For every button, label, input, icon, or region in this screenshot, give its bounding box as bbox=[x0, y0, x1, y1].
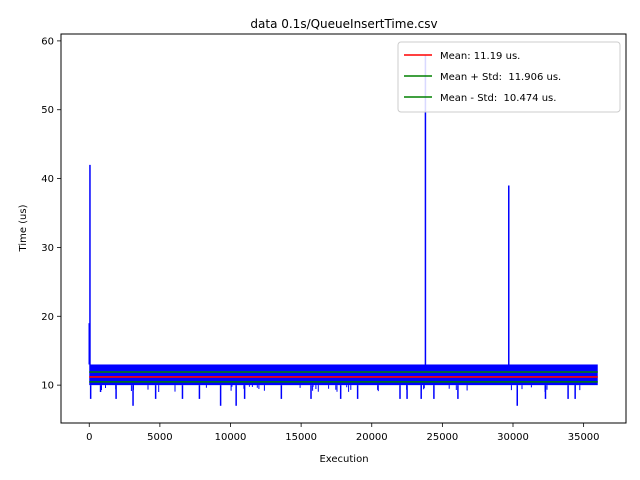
x-tick-label: 20000 bbox=[356, 432, 388, 443]
y-tick-label: 30 bbox=[41, 243, 54, 254]
x-axis-label: Execution bbox=[319, 454, 368, 465]
x-tick-label: 5000 bbox=[147, 432, 172, 443]
y-tick-label: 20 bbox=[41, 312, 54, 323]
x-tick-label: 30000 bbox=[497, 432, 529, 443]
legend-entry: Mean - Std: 10.474 us. bbox=[440, 93, 556, 104]
x-tick-label: 35000 bbox=[568, 432, 600, 443]
y-axis-label: Time (us) bbox=[18, 204, 29, 252]
y-tick-label: 60 bbox=[41, 36, 54, 47]
legend-entry: Mean: 11.19 us. bbox=[440, 51, 520, 62]
x-tick-label: 10000 bbox=[215, 432, 247, 443]
chart-title: data 0.1s/QueueInsertTime.csv bbox=[250, 17, 437, 31]
x-tick-label: 0 bbox=[86, 432, 92, 443]
x-tick-label: 15000 bbox=[285, 432, 317, 443]
mean-lines bbox=[89, 371, 598, 383]
x-tick-label: 25000 bbox=[426, 432, 458, 443]
series-main-band bbox=[89, 364, 598, 386]
legend: Mean: 11.19 us. Mean + Std: 11.906 us. Mea… bbox=[397, 41, 621, 113]
y-axis-ticks: 10 20 30 40 50 60 bbox=[41, 36, 61, 392]
legend-box bbox=[397, 41, 621, 113]
y-tick-label: 10 bbox=[41, 381, 54, 392]
series-main-noise bbox=[101, 385, 581, 392]
legend-entry: Mean + Std: 11.906 us. bbox=[440, 72, 561, 83]
y-tick-label: 40 bbox=[41, 174, 54, 185]
y-tick-label: 50 bbox=[41, 105, 54, 116]
plot-frame bbox=[60, 33, 627, 424]
x-axis-ticks: 0 5000 10000 15000 20000 25000 30000 35000 bbox=[86, 423, 600, 443]
